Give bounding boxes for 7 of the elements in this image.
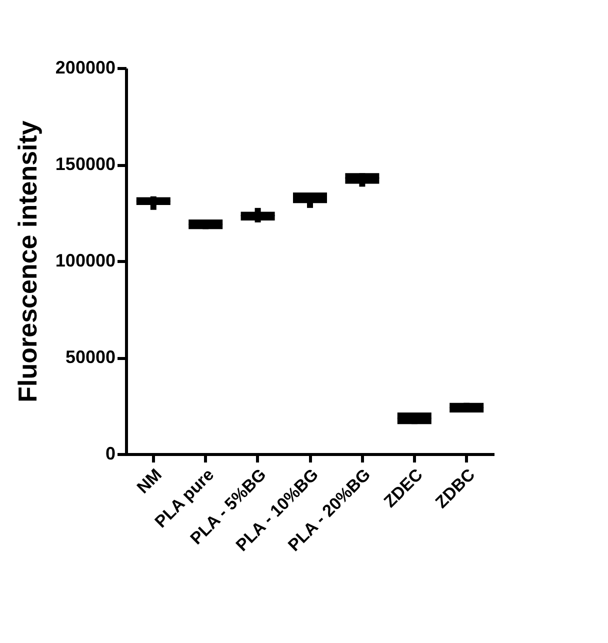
y-axis-title: Fluorescence intensity xyxy=(12,120,42,402)
x-tick-label: NM xyxy=(133,465,166,498)
y-tick-label: 0 xyxy=(105,444,116,464)
y-tick-label: 50000 xyxy=(65,347,116,367)
y-tick-label: 100000 xyxy=(55,250,116,270)
y-tick-label: 200000 xyxy=(55,58,116,78)
y-tick-label: 150000 xyxy=(55,154,116,174)
